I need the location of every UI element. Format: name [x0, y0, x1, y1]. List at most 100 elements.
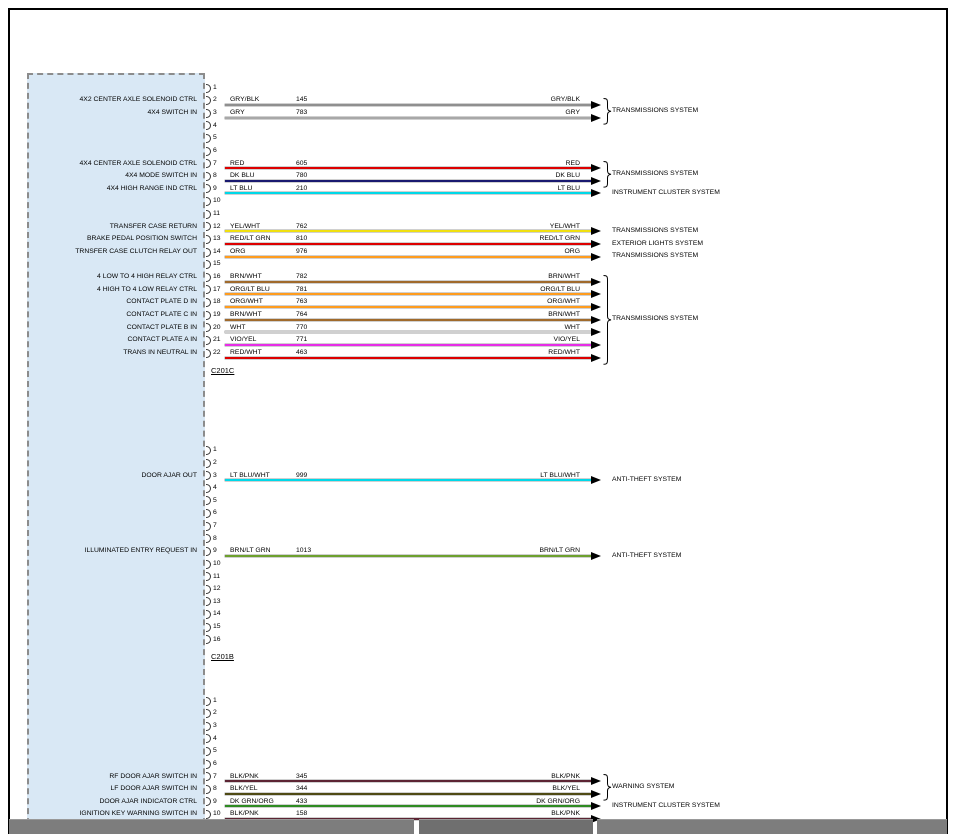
pin-arc — [205, 483, 211, 493]
signal-label: RF DOOR AJAR SWITCH IN — [109, 772, 197, 780]
wire-line — [225, 343, 592, 346]
pin-arc — [205, 559, 211, 569]
signal-label: 4X4 SWITCH IN — [147, 109, 197, 117]
destination-system-label: TRANSMISSIONS SYSTEM — [612, 170, 699, 178]
wire-line — [225, 780, 592, 783]
wire-color-code-right: RED — [565, 159, 580, 167]
pin-arc — [205, 521, 211, 531]
connector-id-link[interactable]: C201C — [211, 365, 235, 375]
pin-number: 14 — [213, 247, 221, 255]
signal-label: CONTACT PLATE D IN — [126, 298, 197, 306]
signal-label: TRNSFER CASE CLUTCH RELAY OUT — [75, 247, 197, 255]
pin-number: 12 — [213, 585, 221, 593]
pin-number: 20 — [213, 323, 221, 331]
wire-line — [225, 479, 592, 482]
wire-color-code-left: BRN/WHT — [230, 310, 262, 318]
wire-line — [225, 306, 592, 309]
circuit-number: 999 — [296, 471, 308, 479]
pin-arc — [205, 171, 211, 181]
destination-system-label: EXTERIOR LIGHTS SYSTEM — [612, 239, 704, 247]
circuit-number: 780 — [296, 172, 308, 180]
circuit-number: 976 — [296, 247, 308, 255]
wire-color-code-right: ORG/LT BLU — [540, 285, 580, 293]
pin-number: 8 — [213, 172, 217, 180]
pin-number: 3 — [213, 471, 217, 479]
arrow-right-icon — [591, 101, 601, 110]
destination-system-label: WARNING SYSTEM — [612, 783, 675, 791]
pin-number: 15 — [213, 622, 221, 630]
pin-arc — [205, 446, 211, 455]
circuit-number: 158 — [296, 810, 308, 818]
pin-number: 9 — [213, 797, 217, 805]
pin-arc — [205, 310, 211, 320]
wire-color-code-right: VIO/YEL — [553, 336, 580, 344]
pin-number: 6 — [213, 759, 217, 767]
wire-line — [225, 280, 592, 283]
pin-number: 3 — [213, 722, 217, 730]
wire-color-code-left: BRN/LT GRN — [230, 547, 271, 555]
destination-system-label: TRANSMISSIONS SYSTEM — [612, 252, 699, 260]
arrow-right-icon — [591, 113, 601, 122]
pin-number: 1 — [213, 696, 217, 704]
wire-color-code-left: GRY/BLK — [230, 96, 260, 104]
pin-arc — [205, 709, 211, 719]
wire-line — [225, 554, 592, 557]
pin-arc — [205, 610, 211, 620]
circuit-number: 433 — [296, 797, 308, 805]
circuit-number: 463 — [296, 348, 308, 356]
diagram-frame — [8, 8, 948, 834]
pin-arc — [205, 597, 211, 607]
signal-label: 4X4 MODE SWITCH IN — [125, 172, 197, 180]
wire-color-code-right: RED/WHT — [548, 348, 580, 356]
circuit-number: 605 — [296, 159, 308, 167]
pin-arc — [205, 509, 211, 519]
module-connector-box — [27, 73, 205, 834]
signal-label: TRANSFER CASE RETURN — [109, 222, 197, 230]
arrow-right-icon — [591, 802, 601, 811]
wire-color-code-left: ORG/WHT — [230, 298, 263, 306]
pin-arc — [205, 572, 211, 582]
connector-id-link[interactable]: C201B — [211, 652, 234, 662]
pin-arc — [205, 222, 211, 232]
group-brace — [602, 274, 611, 365]
signal-label: CONTACT PLATE A IN — [127, 336, 198, 344]
signal-label: 4X4 CENTER AXLE SOLENOID CTRL — [79, 159, 197, 167]
circuit-number: 345 — [296, 772, 308, 780]
pin-arc — [205, 159, 211, 169]
circuit-number: 1013 — [296, 547, 312, 555]
pin-arc — [205, 133, 211, 143]
wire-color-code-left: LT BLU — [230, 184, 253, 192]
pin-arc — [205, 458, 211, 468]
pin-arc — [205, 734, 211, 744]
pin-number: 16 — [213, 635, 221, 643]
taskbar-segment-2[interactable] — [419, 819, 593, 834]
destination-system-label: ANTI-THEFT SYSTEM — [612, 476, 682, 484]
circuit-number: 763 — [296, 298, 308, 306]
wire-line — [225, 805, 592, 808]
wire-line — [225, 293, 592, 296]
wire-color-code-right: BRN/LT GRN — [539, 547, 580, 555]
taskbar-segment-1[interactable] — [9, 819, 414, 834]
arrow-right-icon — [591, 227, 601, 236]
pin-number: 7 — [213, 522, 217, 530]
wire-color-code-right: GRY — [565, 109, 580, 117]
wire-color-code-right: BRN/WHT — [548, 273, 580, 281]
circuit-number: 764 — [296, 310, 308, 318]
pin-number: 5 — [213, 496, 217, 504]
destination-system-label: ANTI-THEFT SYSTEM — [612, 551, 682, 559]
pin-number: 17 — [213, 285, 221, 293]
destination-system-label: TRANSMISSIONS SYSTEM — [612, 227, 699, 235]
pin-arc — [205, 108, 211, 118]
wire-line — [225, 356, 592, 359]
destination-system-label: INSTRUMENT CLUSTER SYSTEM — [612, 189, 720, 197]
pin-arc — [205, 721, 211, 731]
signal-label: 4 LOW TO 4 HIGH RELAY CTRL — [97, 273, 197, 281]
pin-number: 10 — [213, 559, 221, 567]
arrow-right-icon — [591, 315, 601, 324]
wire-color-code-left: WHT — [230, 323, 246, 331]
pin-number: 15 — [213, 260, 221, 268]
pin-arc — [205, 546, 211, 556]
taskbar-segment-3[interactable] — [597, 819, 947, 834]
wire-color-code-left: DK GRN/ORG — [230, 797, 274, 805]
